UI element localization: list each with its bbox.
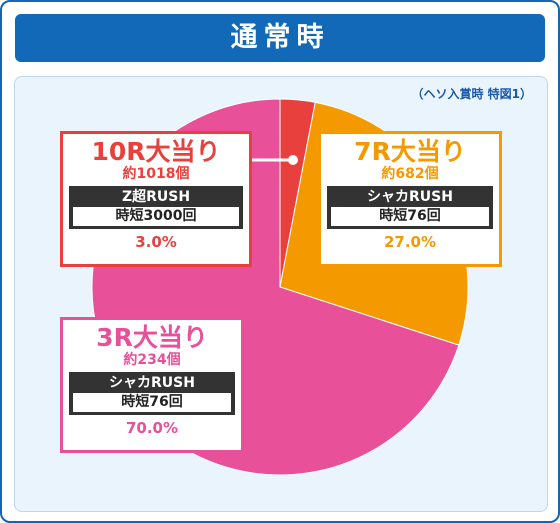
chart-title: 通常時	[230, 22, 330, 53]
card-7r: 7R大当り 約682個 シャカRUSH 時短76回 27.0%	[318, 131, 502, 267]
card-10r-rush-detail: 時短3000回	[73, 207, 239, 226]
card-10r-label: 10R大当り	[91, 137, 221, 166]
title-bar: 通常時	[15, 14, 545, 62]
card-7r-label: 7R大当り	[354, 137, 466, 166]
card-7r-rush-detail: 時短76回	[331, 207, 489, 226]
card-3r-rush-detail: 時短76回	[73, 393, 231, 412]
chart-note: （ヘソ入賞時 特図1）	[411, 87, 532, 101]
card-7r-sub: 約682個	[381, 166, 439, 182]
card-10r-sub: 約1018個	[122, 166, 190, 182]
card-3r-rush-box: シャカRUSH 時短76回	[69, 372, 235, 415]
card-3r-percent: 70.0%	[125, 419, 179, 437]
card-10r: 10R大当り 約1018個 Z超RUSH 時短3000回 3.0%	[60, 131, 252, 267]
card-10r-rush-box: Z超RUSH 時短3000回	[69, 186, 243, 229]
card-10r-rush: Z超RUSH	[121, 189, 191, 205]
card-7r-percent: 27.0%	[383, 233, 437, 251]
card-7r-rush-box: シャカRUSH 時短76回	[327, 186, 493, 229]
card-7r-rush: シャカRUSH	[367, 189, 453, 205]
card-3r-rush: シャカRUSH	[109, 375, 195, 391]
card-3r: 3R大当り 約234個 シャカRUSH 時短76回 70.0%	[60, 317, 244, 453]
card-3r-label: 3R大当り	[96, 323, 208, 352]
leader-dot-10r	[288, 155, 298, 165]
card-3r-sub: 約234個	[123, 352, 181, 368]
card-10r-percent: 3.0%	[135, 233, 177, 251]
